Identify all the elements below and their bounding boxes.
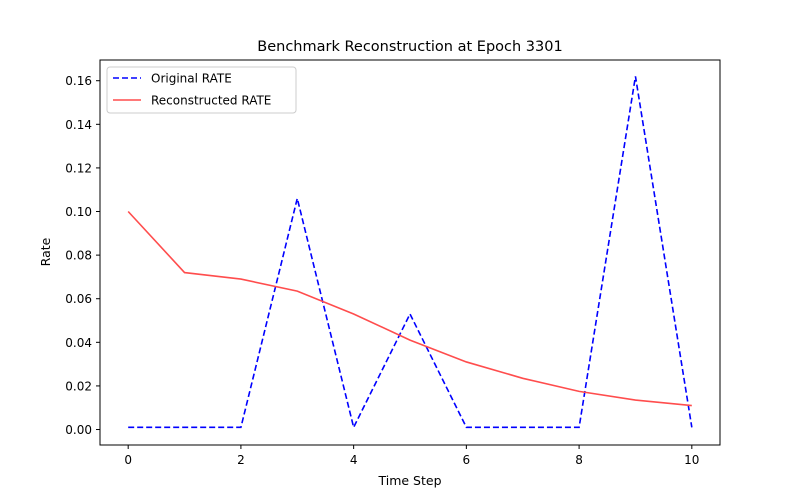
y-tick-label: 0.02: [65, 379, 92, 393]
chart-title: Benchmark Reconstruction at Epoch 3301: [257, 39, 562, 55]
x-axis: 0 2 4 6 8 10: [124, 445, 699, 467]
y-tick-label: 0.04: [65, 336, 92, 350]
x-tick-label: 6: [463, 453, 471, 467]
x-tick-label: 4: [350, 453, 358, 467]
series-line-reconstructed-rate: [127, 210, 692, 407]
x-tick-label: 0: [124, 453, 132, 467]
y-axis: 0.00 0.02 0.04 0.06 0.08 0.10 0.12 0.14 0.16: [65, 74, 100, 437]
y-tick-label: 0.16: [65, 74, 92, 88]
series-line-original-rate: [128, 76, 693, 430]
y-tick-label: 0.00: [65, 423, 92, 437]
x-tick-label: 10: [684, 453, 699, 467]
legend-label: Original RATE: [151, 72, 232, 86]
y-tick-label: 0.14: [65, 118, 92, 132]
plot-area: [99, 59, 721, 446]
y-axis-label: Rate: [38, 237, 53, 266]
x-tick-label: 2: [237, 453, 245, 467]
y-tick-label: 0.10: [65, 205, 92, 219]
y-tick-label: 0.08: [65, 249, 92, 263]
legend-box: [106, 66, 297, 114]
legend-label: Reconstructed RATE: [151, 94, 271, 108]
series-layer: [127, 76, 693, 430]
x-axis-label: Time Step: [377, 473, 441, 488]
y-tick-label: 0.06: [65, 292, 92, 306]
y-tick-label: 0.12: [65, 161, 92, 175]
x-tick-label: 8: [575, 453, 583, 467]
legend: Original RATE Reconstructed RATE: [106, 66, 297, 114]
